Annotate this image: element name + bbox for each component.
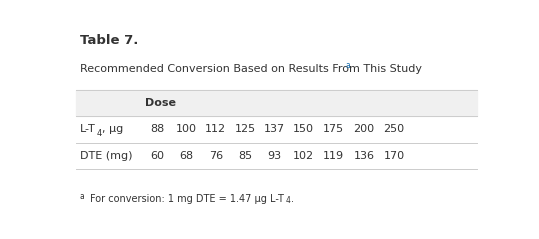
Text: Dose: Dose xyxy=(144,98,176,108)
Text: 88: 88 xyxy=(150,125,164,134)
Text: L-T: L-T xyxy=(80,125,95,134)
Text: 112: 112 xyxy=(205,125,226,134)
Text: a: a xyxy=(80,192,85,201)
Text: 68: 68 xyxy=(179,151,194,161)
Text: 119: 119 xyxy=(323,151,344,161)
Text: 200: 200 xyxy=(354,125,375,134)
Text: 76: 76 xyxy=(209,151,223,161)
Text: 60: 60 xyxy=(150,151,164,161)
Text: 85: 85 xyxy=(238,151,252,161)
Text: Recommended Conversion Based on Results From This Study: Recommended Conversion Based on Results … xyxy=(80,64,422,74)
Bar xyxy=(75,90,476,116)
Text: Table 7.: Table 7. xyxy=(80,34,139,47)
Text: 175: 175 xyxy=(323,125,344,134)
Text: 170: 170 xyxy=(383,151,405,161)
Text: 125: 125 xyxy=(234,125,255,134)
Text: For conversion: 1 mg DTE = 1.47 μg L-T: For conversion: 1 mg DTE = 1.47 μg L-T xyxy=(91,194,284,204)
Text: DTE (mg): DTE (mg) xyxy=(80,151,133,161)
Text: 100: 100 xyxy=(176,125,197,134)
Text: 250: 250 xyxy=(383,125,405,134)
Text: 4: 4 xyxy=(96,129,102,138)
Text: 93: 93 xyxy=(267,151,281,161)
Text: .: . xyxy=(291,194,294,204)
Text: 136: 136 xyxy=(354,151,375,161)
Text: 102: 102 xyxy=(293,151,314,161)
Text: 137: 137 xyxy=(264,125,285,134)
Text: 150: 150 xyxy=(293,125,314,134)
Text: , μg: , μg xyxy=(102,125,123,134)
Text: 4: 4 xyxy=(286,196,291,205)
Text: a: a xyxy=(345,61,350,70)
